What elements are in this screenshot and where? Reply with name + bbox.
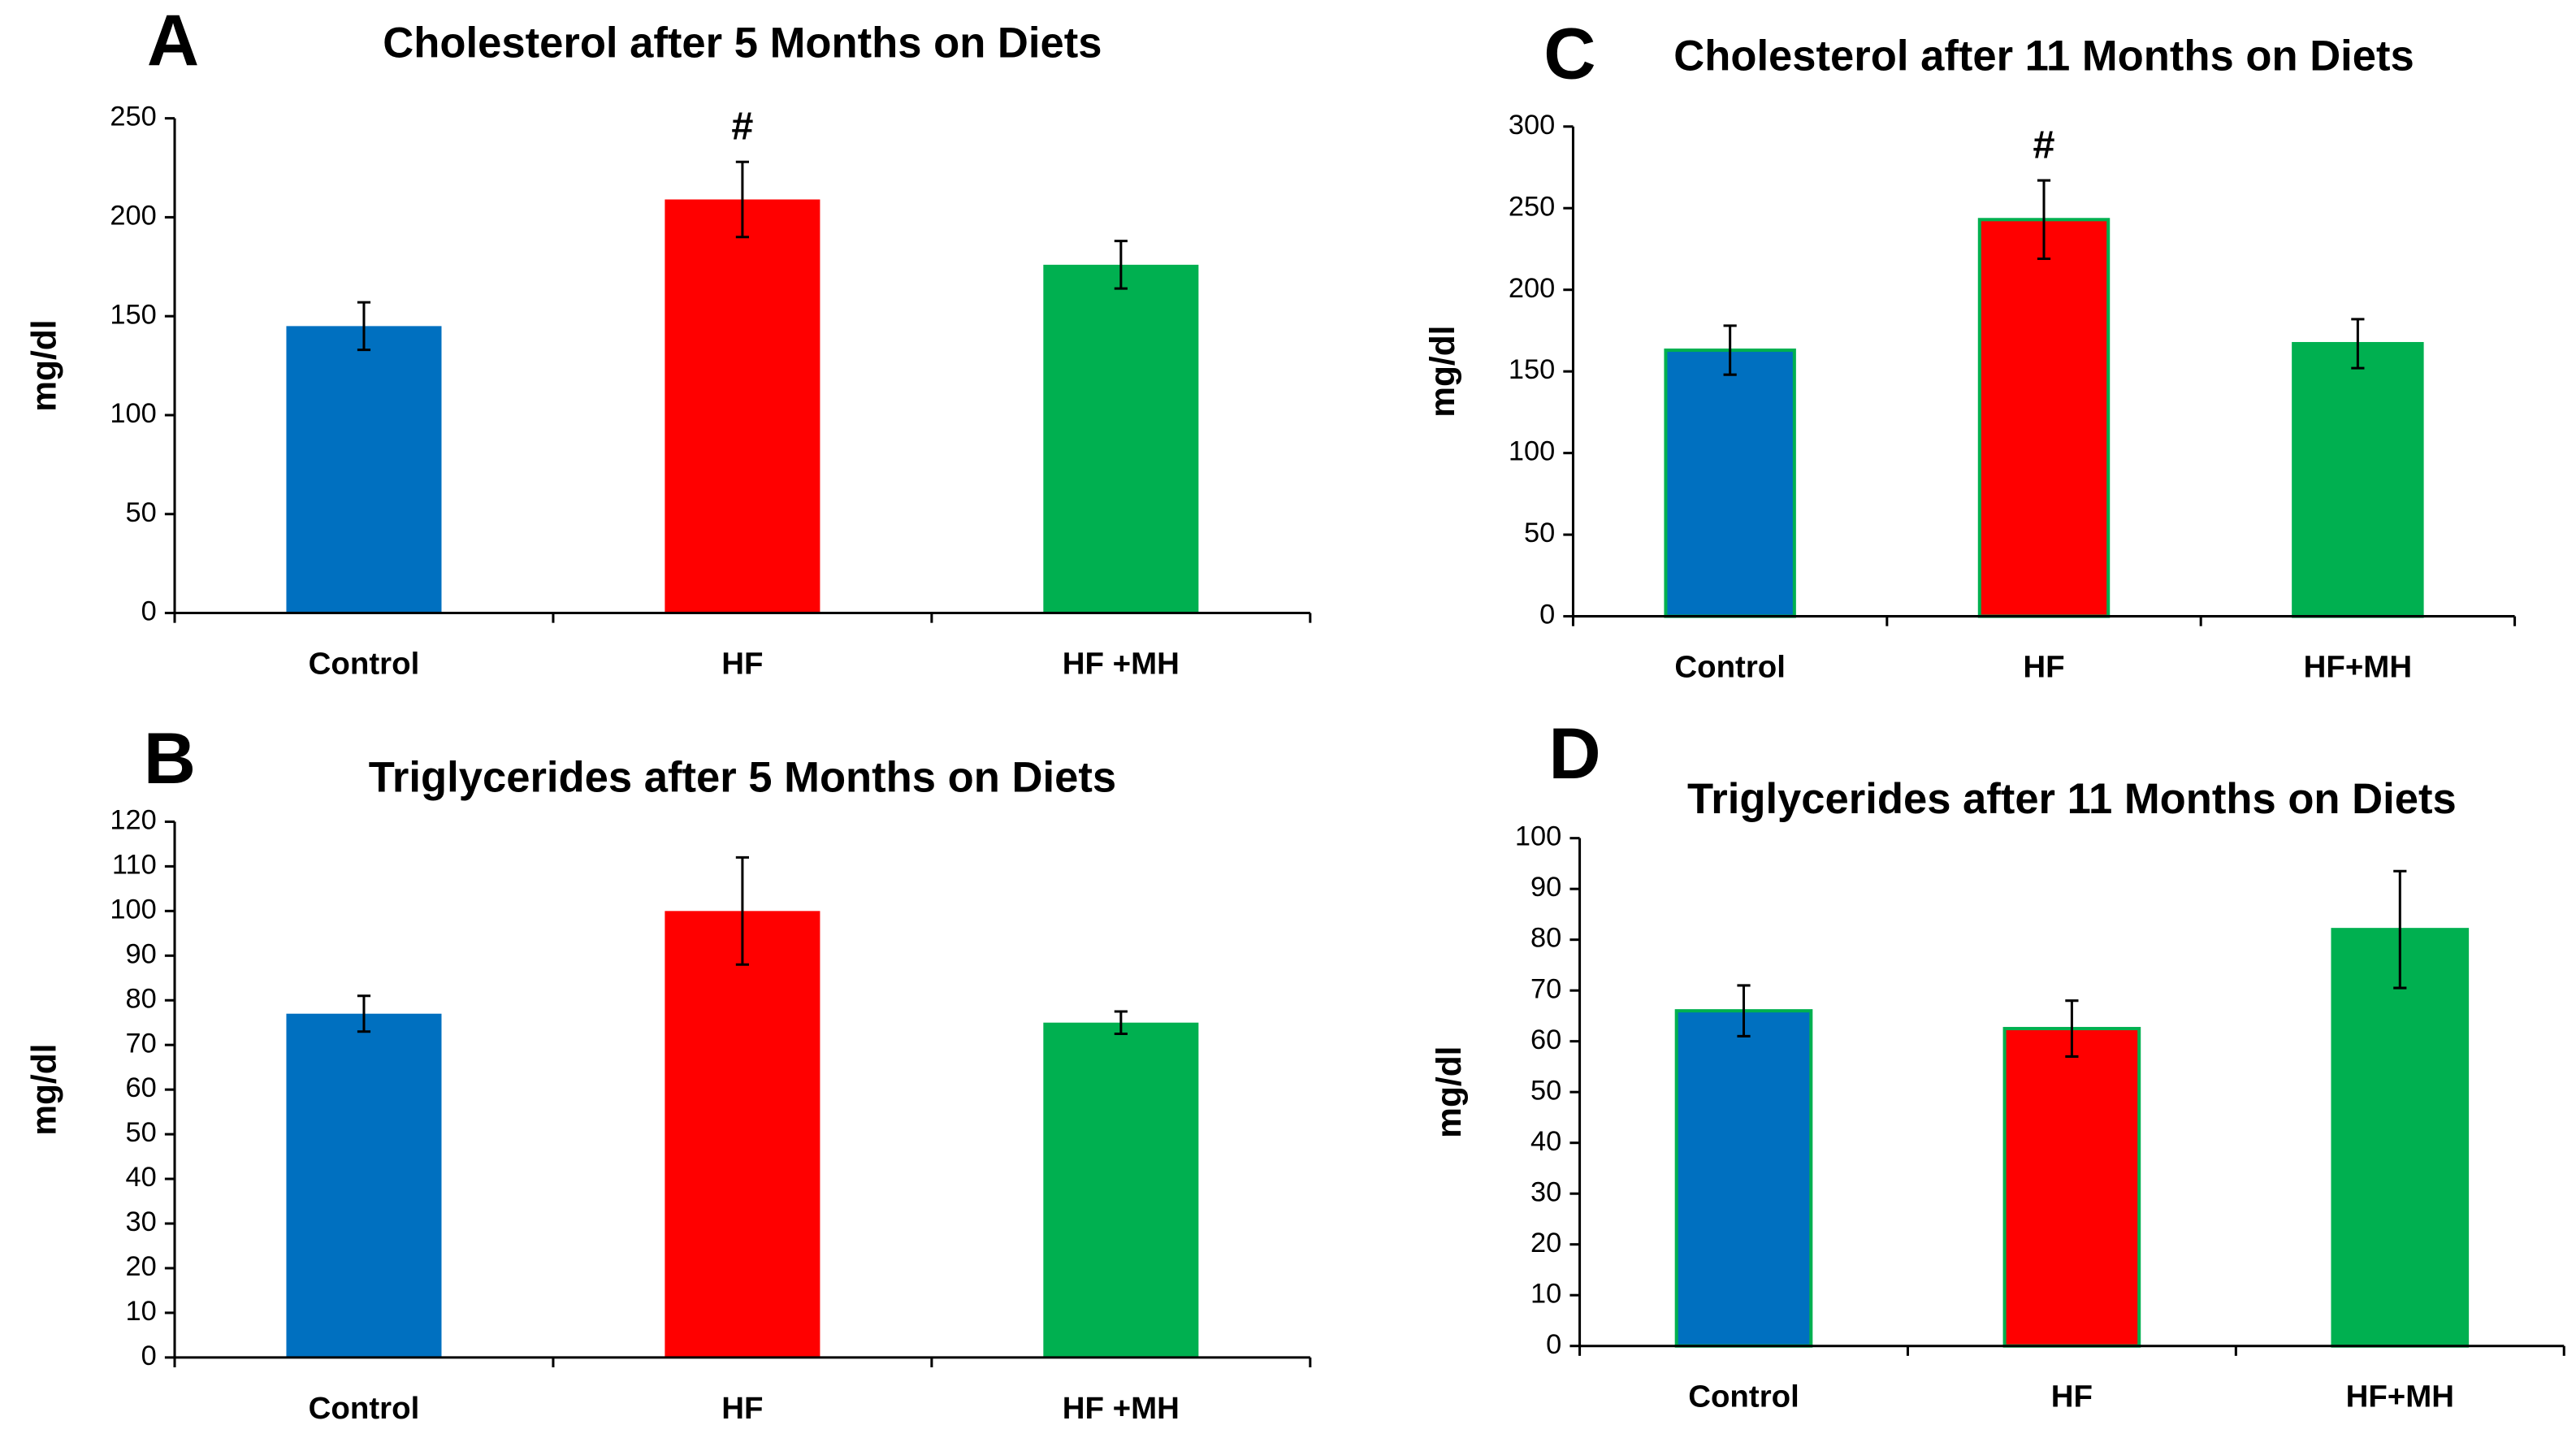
panel-letter: D: [1548, 713, 1600, 794]
y-tick-label: 20: [126, 1251, 157, 1282]
y-tick-label: 10: [126, 1296, 157, 1327]
y-tick-label: 120: [110, 805, 156, 836]
y-tick-label: 50: [126, 1117, 157, 1148]
y-tick-label: 10: [1530, 1278, 1561, 1309]
panel-letter: C: [1543, 12, 1595, 93]
y-tick-label: 0: [141, 596, 157, 627]
y-tick-label: 200: [110, 200, 156, 231]
y-tick-label: 80: [126, 983, 157, 1014]
panel-letter: B: [144, 717, 196, 799]
chart-title: Triglycerides after 5 Months on Diets: [369, 754, 1116, 802]
y-tick-label: 100: [1509, 436, 1555, 467]
bar: [665, 911, 820, 1358]
y-tick-label: 100: [1515, 821, 1561, 852]
bar: [2002, 1027, 2141, 1348]
x-tick-label: Control: [309, 646, 420, 681]
x-tick-label: Control: [1688, 1380, 1799, 1414]
y-tick-label: 300: [1509, 110, 1555, 141]
y-tick-label: 40: [126, 1162, 157, 1193]
annotation: #: [2033, 123, 2055, 167]
annotation: #: [731, 105, 753, 149]
y-tick-label: 40: [1530, 1126, 1561, 1157]
chart-title: Cholesterol after 11 Months on Diets: [1673, 32, 2414, 80]
y-tick-label: 150: [1509, 354, 1555, 385]
x-tick-label: HF+MH: [2304, 649, 2412, 684]
x-tick-label: HF: [2023, 649, 2064, 684]
y-tick-label: 100: [110, 398, 156, 429]
y-tick-label: 60: [1530, 1024, 1561, 1055]
bar: [1664, 349, 1796, 618]
y-tick-label: 0: [1539, 600, 1555, 630]
y-tick-label: 70: [1530, 973, 1561, 1004]
y-axis-label: mg/dl: [25, 1044, 63, 1136]
bar: [1043, 264, 1199, 613]
bar: [2292, 341, 2424, 618]
y-axis-label: mg/dl: [1424, 326, 1462, 418]
y-tick-label: 150: [110, 299, 156, 330]
chart-title: Cholesterol after 5 Months on Diets: [383, 19, 1102, 67]
panel-letter: A: [147, 0, 199, 80]
x-tick-label: HF +MH: [1063, 1391, 1180, 1426]
y-tick-label: 50: [126, 497, 157, 528]
bar: [2331, 928, 2470, 1348]
y-tick-label: 250: [110, 102, 156, 132]
y-tick-label: 50: [1530, 1075, 1561, 1106]
y-tick-label: 70: [126, 1028, 157, 1059]
y-tick-label: 30: [1530, 1176, 1561, 1207]
y-axis-label: mg/dl: [25, 319, 63, 411]
y-tick-label: 250: [1509, 191, 1555, 222]
y-axis-label: mg/dl: [1431, 1046, 1469, 1138]
y-tick-label: 90: [126, 938, 157, 969]
y-tick-label: 0: [141, 1341, 157, 1371]
y-tick-label: 80: [1530, 923, 1561, 954]
y-tick-label: 200: [1509, 273, 1555, 304]
y-tick-label: 50: [1524, 518, 1555, 548]
x-tick-label: HF: [721, 1391, 763, 1426]
y-tick-label: 0: [1546, 1329, 1561, 1360]
y-tick-label: 30: [126, 1206, 157, 1237]
y-tick-label: 90: [1530, 872, 1561, 903]
bar: [1977, 218, 2111, 618]
x-tick-label: HF+MH: [2346, 1380, 2454, 1414]
bar: [665, 199, 820, 613]
bar: [1043, 1022, 1199, 1358]
y-tick-label: 60: [126, 1072, 157, 1103]
chart-title: Triglycerides after 11 Months on Diets: [1687, 775, 2457, 823]
x-tick-label: Control: [1674, 649, 1786, 684]
bar: [286, 1013, 442, 1358]
bar: [1674, 1009, 1813, 1348]
x-tick-label: Control: [309, 1391, 420, 1426]
y-tick-label: 100: [110, 894, 156, 925]
bar: [286, 326, 442, 613]
x-tick-label: HF: [2051, 1380, 2093, 1414]
y-tick-label: 110: [112, 849, 157, 880]
y-tick-label: 20: [1530, 1228, 1561, 1258]
x-tick-label: HF: [721, 646, 763, 681]
x-tick-label: HF +MH: [1063, 646, 1180, 681]
